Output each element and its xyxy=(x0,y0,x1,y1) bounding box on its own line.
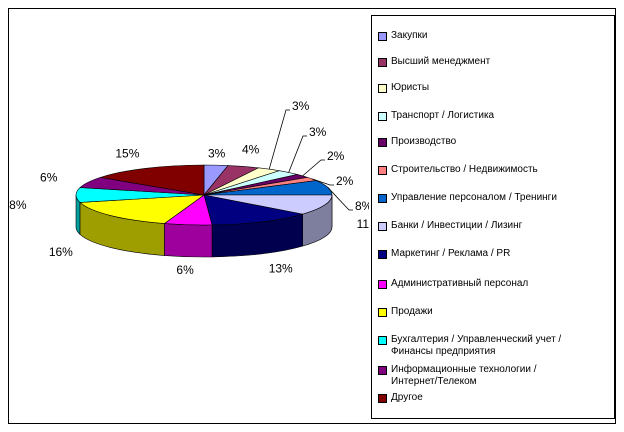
legend-swatch xyxy=(378,194,387,203)
legend-label: Юристы xyxy=(391,82,611,94)
legend-swatch xyxy=(378,250,387,259)
legend-label-line: Юристы xyxy=(391,82,430,93)
legend-label-line: Продажи xyxy=(391,306,433,317)
legend-label: Строительство / Недвижимость xyxy=(391,164,611,176)
legend-label-line: Финансы предприятия xyxy=(391,346,496,357)
legend-label-line: Транспорт / Логистика xyxy=(391,110,495,121)
legend-swatch xyxy=(378,308,387,317)
data-label: 8% xyxy=(355,199,369,213)
legend-swatch xyxy=(378,222,387,231)
legend-swatch xyxy=(378,280,387,289)
data-label: 8% xyxy=(9,198,27,212)
leader-line xyxy=(327,187,353,211)
pie-chart: 3%4%3%3%2%2%8%11%13%6%16%8%6%15% xyxy=(9,99,369,277)
chart-area: 3%4%3%3%2%2%8%11%13%6%16%8%6%15% Закупки… xyxy=(8,8,616,424)
legend-label: Закупки xyxy=(391,30,611,42)
legend: Закупки Высший менеджмент Юристы Транспорт … xyxy=(371,15,615,419)
legend-label-line: Информационные технологии / xyxy=(391,364,537,375)
data-label: 6% xyxy=(176,263,194,277)
pie-slice-side xyxy=(164,223,213,258)
legend-label: Управление персоналом / Тренинги xyxy=(391,192,611,204)
legend-label-line: Интернет/Телеком xyxy=(391,376,477,387)
legend-label-line: Административный персонал xyxy=(391,278,529,289)
pie-slice xyxy=(100,164,205,196)
legend-label-line: Закупки xyxy=(391,30,428,41)
legend-label-line: Бухгалтерия / Управленческий учет / xyxy=(391,334,562,345)
data-label: 3% xyxy=(309,125,327,139)
legend-swatch xyxy=(378,84,387,93)
legend-label-line: Высший менеджмент xyxy=(391,56,491,67)
legend-swatch xyxy=(378,32,387,41)
data-label: 13% xyxy=(269,261,293,275)
legend-label-line: Другое xyxy=(391,392,423,403)
data-label: 2% xyxy=(336,174,354,188)
legend-swatch xyxy=(378,336,387,345)
leader-line xyxy=(288,135,307,173)
legend-label: Продажи xyxy=(391,306,611,318)
legend-label-line: Строительство / Недвижимость xyxy=(391,164,538,175)
legend-label: Банки / Инвестиции / Лизинг xyxy=(391,220,611,232)
data-label: 4% xyxy=(242,142,260,156)
data-label: 16% xyxy=(49,245,73,259)
legend-label-line: Производство xyxy=(391,136,457,147)
legend-label: Маркетинг / Реклама / PR xyxy=(391,248,611,260)
legend-swatch xyxy=(378,366,387,375)
data-label: 6% xyxy=(40,170,58,184)
pie-slice xyxy=(203,194,333,215)
legend-label: Другое xyxy=(391,392,611,404)
legend-label-line: Маркетинг / Реклама / PR xyxy=(391,248,511,259)
data-label: 2% xyxy=(327,149,345,163)
legend-label: Административный персонал xyxy=(391,278,611,290)
data-label: 3% xyxy=(292,99,310,113)
legend-swatch xyxy=(378,112,387,121)
legend-label: Бухгалтерия / Управленческий учет / Финан… xyxy=(391,334,611,358)
legend-label: Транспорт / Логистика xyxy=(391,110,611,122)
leader-line xyxy=(311,178,334,186)
pie-slice xyxy=(79,194,206,224)
legend-swatch xyxy=(378,138,387,147)
leader-line xyxy=(268,109,290,170)
legend-label: Производство xyxy=(391,136,611,148)
legend-swatch xyxy=(378,166,387,175)
legend-swatch xyxy=(378,58,387,67)
legend-label: Высший менеджмент xyxy=(391,56,611,68)
legend-label-line: Банки / Инвестиции / Лизинг xyxy=(391,220,523,231)
data-label: 3% xyxy=(208,147,226,161)
pie-slice xyxy=(203,194,303,226)
leader-line xyxy=(302,159,325,177)
data-label: 11% xyxy=(357,217,369,231)
legend-label: Информационные технологии / Интернет/Теле… xyxy=(391,364,611,388)
legend-label-line: Управление персоналом / Тренинги xyxy=(391,192,557,203)
legend-swatch xyxy=(378,394,387,403)
data-label: 15% xyxy=(115,147,139,161)
